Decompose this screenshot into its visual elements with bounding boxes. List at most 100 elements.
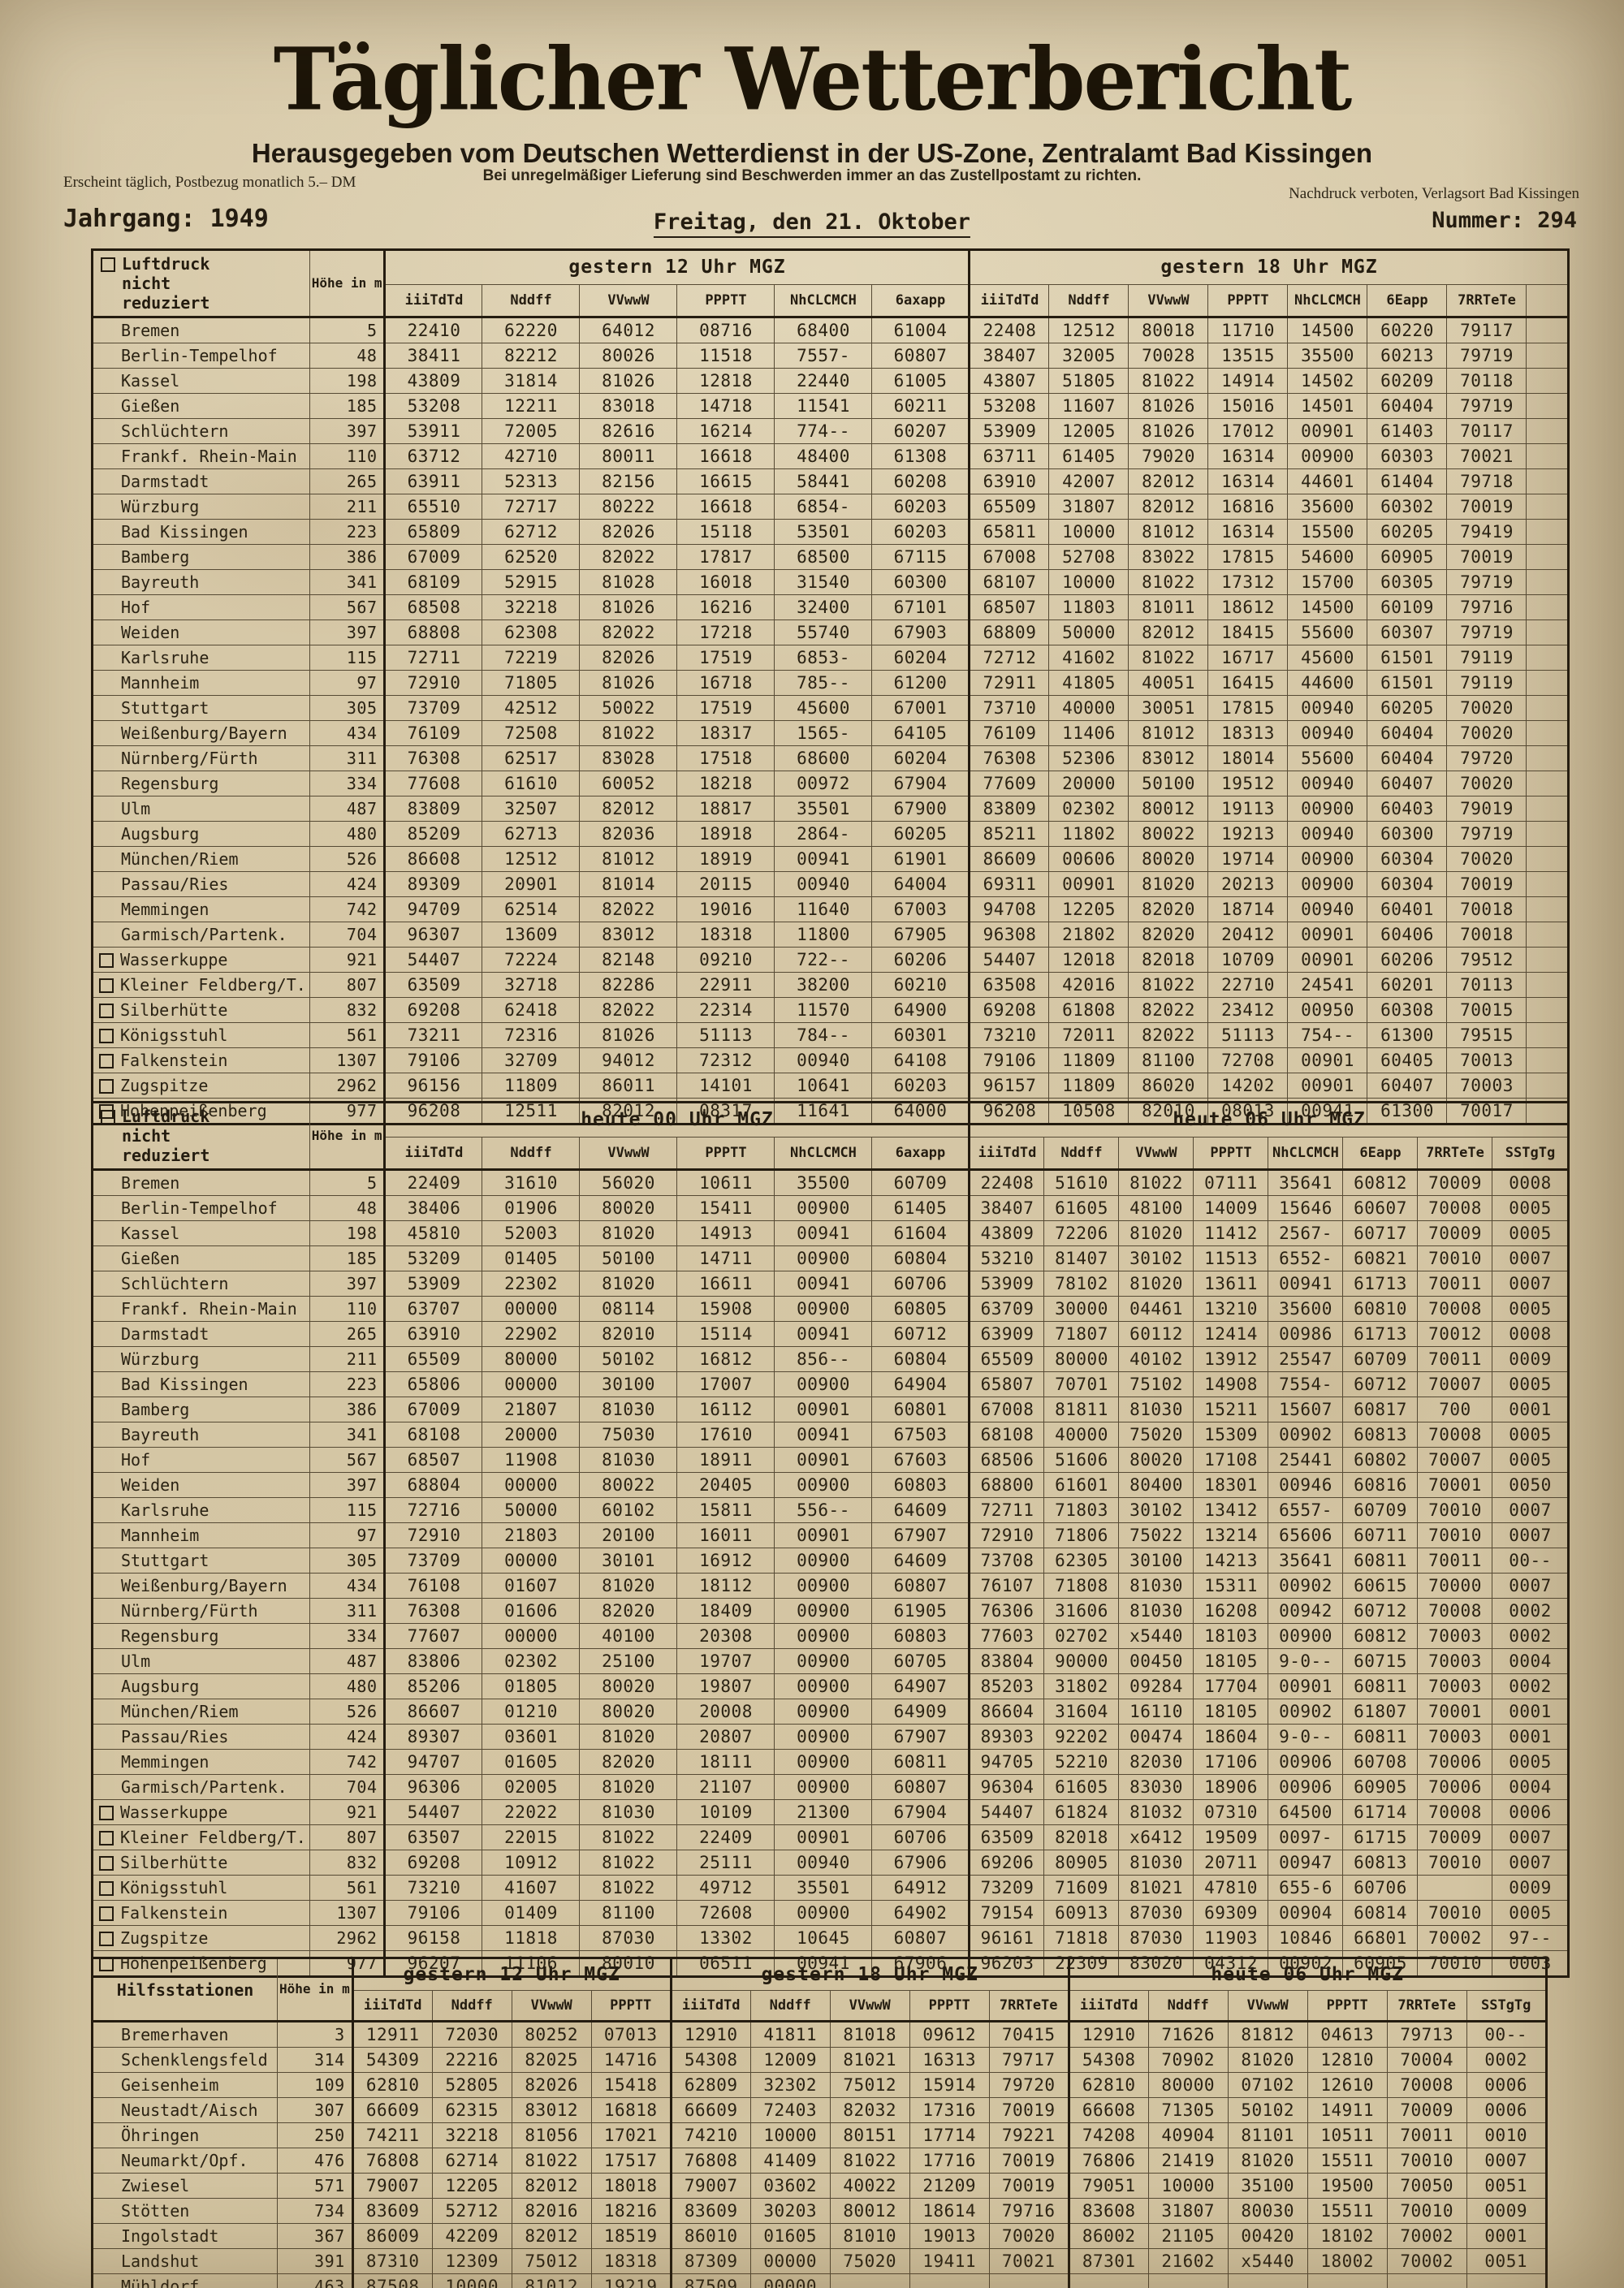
altitude-cell: 567 bbox=[309, 594, 386, 620]
observation-cell: 81020 bbox=[1227, 2047, 1308, 2073]
station-row: Bremerhaven 3 12911 72030 80252 07013 12910 418… bbox=[92, 2021, 1547, 2048]
observation-cell: 80000 bbox=[1043, 1346, 1120, 1372]
observation-cell: 14500 bbox=[1287, 317, 1368, 343]
observation-cell: 80020 bbox=[579, 1195, 678, 1221]
observation-cell: 89307 bbox=[383, 1724, 483, 1750]
code-group-header: Nddff bbox=[749, 1990, 831, 2022]
observation-cell: 0007 bbox=[1492, 1573, 1570, 1599]
observation-cell: 81022 bbox=[1128, 645, 1209, 671]
observation-cell: 70019 bbox=[1446, 544, 1527, 570]
observation-cell: 78102 bbox=[1043, 1271, 1120, 1297]
observation-cell bbox=[1526, 443, 1570, 469]
altitude-cell: 571 bbox=[277, 2173, 353, 2199]
observation-cell: 72030 bbox=[431, 2021, 512, 2048]
station-name-cell: Bamberg bbox=[92, 1397, 310, 1422]
altitude-cell: 424 bbox=[309, 1724, 386, 1750]
observation-cell: 15511 bbox=[1307, 2198, 1388, 2224]
station-name: Kleiner Feldberg/T. bbox=[120, 1828, 306, 1847]
observation-cell: 60821 bbox=[1342, 1245, 1419, 1271]
observation-cell: 86010 bbox=[669, 2223, 751, 2249]
station-name-cell: Würzburg bbox=[92, 494, 310, 520]
observation-cell: 11803 bbox=[1048, 594, 1129, 620]
observation-cell: 00941 bbox=[774, 1271, 873, 1297]
observation-cell: 20100 bbox=[579, 1522, 678, 1548]
observation-cell bbox=[1147, 2273, 1229, 2288]
observation-cell: 50000 bbox=[482, 1497, 581, 1523]
observation-cell: 21419 bbox=[1147, 2148, 1229, 2174]
observation-cell: 40022 bbox=[829, 2173, 910, 2199]
observation-cell: 54407 bbox=[383, 947, 483, 973]
observation-cell: 70117 bbox=[1446, 418, 1527, 444]
observation-cell: 70008 bbox=[1417, 1422, 1493, 1448]
observation-cell: 81030 bbox=[1118, 1573, 1194, 1599]
observation-cell: 61405 bbox=[1048, 443, 1129, 469]
observation-cell: 18218 bbox=[676, 771, 775, 796]
observation-cell: 12211 bbox=[482, 393, 581, 419]
observation-cell: 70004 bbox=[1386, 2047, 1467, 2073]
observation-cell: 00606 bbox=[1048, 846, 1129, 872]
observation-cell: 54600 bbox=[1287, 544, 1368, 570]
observation-cell: 08716 bbox=[676, 317, 775, 343]
observation-cell: 00474 bbox=[1118, 1724, 1194, 1750]
observation-cell: 71626 bbox=[1147, 2021, 1229, 2048]
observation-cell: 86002 bbox=[1067, 2223, 1149, 2249]
observation-cell: 70113 bbox=[1446, 972, 1527, 998]
station-name: Stuttgart bbox=[121, 698, 209, 718]
station-row: Garmisch/Partenk. 704 96307 13609 83012 18318… bbox=[92, 922, 1570, 948]
observation-cell bbox=[1526, 594, 1570, 620]
observation-cell: 10000 bbox=[1048, 519, 1129, 545]
observation-cell: 62220 bbox=[482, 317, 581, 343]
station-row: Bamberg 386 67009 62520 82022 17817 68500 67115… bbox=[92, 544, 1570, 570]
station-name: Weißenburg/Bayern bbox=[121, 723, 287, 743]
observation-cell: 60804 bbox=[871, 1346, 970, 1372]
station-name-cell: Kleiner Feldberg/T. bbox=[92, 1824, 310, 1850]
observation-cell: 35600 bbox=[1268, 1296, 1344, 1322]
code-group-header: 7RRTeTe bbox=[1417, 1136, 1493, 1171]
observation-cell: 09284 bbox=[1118, 1673, 1194, 1699]
issue-date: Freitag, den 21. Oktober bbox=[653, 209, 971, 238]
altitude-cell: 561 bbox=[309, 1022, 386, 1048]
observation-cell: 60210 bbox=[871, 972, 970, 998]
observation-cell: 7557- bbox=[774, 343, 873, 369]
observation-cell: 82018 bbox=[1128, 947, 1209, 973]
observation-cell: 68508 bbox=[383, 594, 483, 620]
observation-cell: 00901 bbox=[1287, 947, 1368, 973]
observation-cell: 70008 bbox=[1386, 2072, 1467, 2098]
observation-cell: 0050 bbox=[1492, 1472, 1570, 1498]
observation-cell: 19219 bbox=[590, 2273, 672, 2288]
station-name-cell: Passau/Ries bbox=[92, 1724, 310, 1750]
observation-cell: 72403 bbox=[749, 2097, 831, 2123]
observation-cell bbox=[1526, 494, 1570, 520]
observation-cell: 31814 bbox=[482, 368, 581, 394]
observation-cell: 61200 bbox=[871, 670, 970, 696]
station-name: Würzburg bbox=[121, 497, 200, 516]
observation-cell: 60301 bbox=[871, 1022, 970, 1048]
observation-cell: 83804 bbox=[968, 1648, 1045, 1674]
observation-cell: 19016 bbox=[676, 896, 775, 922]
observation-cell: 17108 bbox=[1193, 1447, 1269, 1473]
observation-cell: 17218 bbox=[676, 619, 775, 645]
observation-cell: 16112 bbox=[676, 1397, 775, 1422]
observation-cell: 18906 bbox=[1193, 1774, 1269, 1800]
code-group-header: 7RRTeTe bbox=[988, 1990, 1069, 2022]
observation-cell: 69309 bbox=[1193, 1900, 1269, 1926]
observation-cell: 70019 bbox=[988, 2148, 1069, 2174]
observation-cell bbox=[1307, 2273, 1388, 2288]
observation-cell: 79719 bbox=[1446, 619, 1527, 645]
observation-cell: 60203 bbox=[871, 1073, 970, 1099]
observation-cell: 00000 bbox=[749, 2248, 831, 2274]
observation-cell: 67503 bbox=[871, 1422, 970, 1448]
altitude-cell: 110 bbox=[309, 1296, 386, 1322]
station-name: Neustadt/Aisch bbox=[121, 2100, 258, 2120]
station-row: Frankf. Rhein-Main 110 63707 00000 08114 1590… bbox=[92, 1296, 1570, 1322]
observation-cell: 41607 bbox=[482, 1875, 581, 1901]
code-group-header: 7RRTeTe bbox=[1386, 1990, 1467, 2022]
observation-cell: 63707 bbox=[383, 1296, 483, 1322]
observation-cell: 73709 bbox=[383, 1548, 483, 1574]
observation-cell: 52915 bbox=[482, 569, 581, 595]
observation-cell: 67003 bbox=[871, 896, 970, 922]
observation-cell: 61005 bbox=[871, 368, 970, 394]
observation-cell: 00901 bbox=[1287, 1047, 1368, 1073]
observation-cell: 47810 bbox=[1193, 1875, 1269, 1901]
station-name-cell: Nürnberg/Fürth bbox=[92, 1598, 310, 1624]
